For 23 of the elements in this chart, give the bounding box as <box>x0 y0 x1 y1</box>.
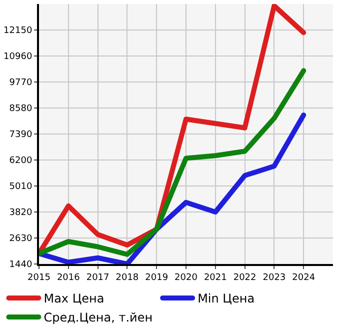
y-tick-label: 1440 <box>9 260 32 270</box>
x-tick-label: 2020 <box>174 272 198 283</box>
y-tick-label: 6200 <box>9 156 32 166</box>
x-tick-label: 2022 <box>233 272 256 283</box>
legend-label: Min Цена <box>198 292 255 306</box>
y-tick-label: 8580 <box>9 104 32 114</box>
y-tick-label: 3820 <box>9 208 32 218</box>
x-tick-label: 2024 <box>292 272 316 283</box>
legend-label: Сред.Цена, т.йен <box>44 310 153 325</box>
x-tick-label: 2015 <box>28 272 50 283</box>
x-tick-label: 2021 <box>204 272 227 283</box>
y-tick-label: 7390 <box>9 130 32 140</box>
y-tick-label: 10960 <box>4 52 32 62</box>
x-tick-label: 2019 <box>145 272 168 283</box>
x-tick-label: 2016 <box>56 272 80 283</box>
x-tick-label: 2017 <box>86 272 110 283</box>
legend-label: Max Цена <box>44 292 104 306</box>
y-tick-label: 2630 <box>9 234 32 244</box>
y-tick-label: 5010 <box>9 182 32 192</box>
y-tick-label: 12150 <box>4 26 32 36</box>
x-tick-label: 2023 <box>262 272 286 283</box>
y-tick-label: 9770 <box>9 78 32 88</box>
x-tick-label: 2018 <box>116 272 139 283</box>
